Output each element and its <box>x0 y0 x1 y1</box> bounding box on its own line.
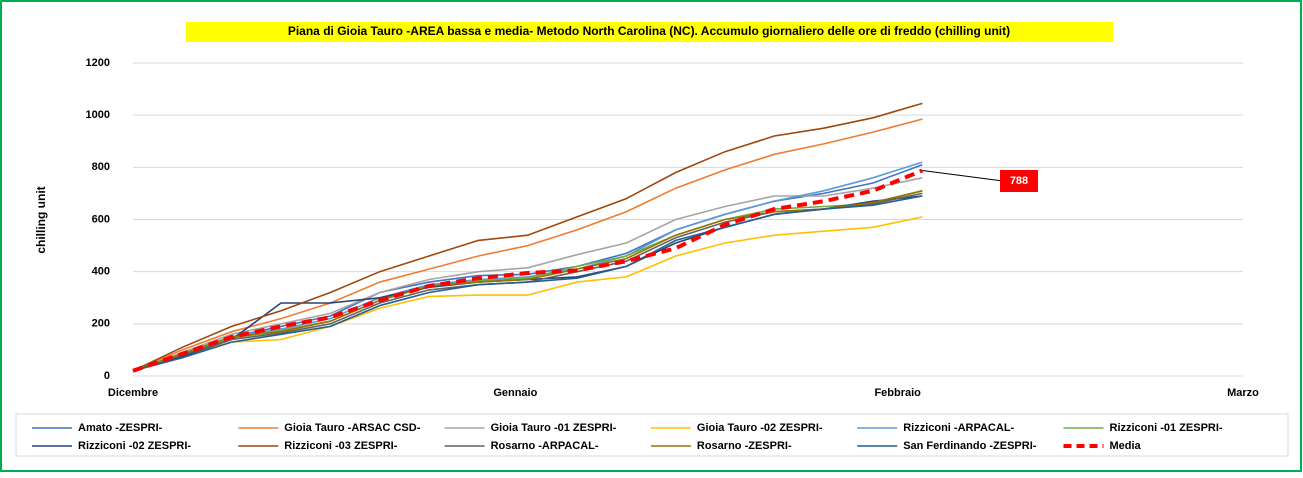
legend-label: Rizziconi -ARPACAL- <box>903 422 1014 434</box>
legend-label: Rizziconi -01 ZESPRI- <box>1110 422 1223 434</box>
series-line <box>132 216 923 372</box>
x-tick-label: Marzo <box>1227 387 1259 399</box>
series-line <box>132 168 924 373</box>
series-line <box>132 102 923 372</box>
title-box <box>186 22 1113 42</box>
legend-label: Rosarno -ZESPRI- <box>697 440 792 452</box>
y-tick-label: 400 <box>92 266 110 278</box>
legend-box <box>15 413 1289 457</box>
y-tick-label: 1000 <box>86 109 110 121</box>
legend-label: Media <box>1110 440 1142 452</box>
legend-label: Gioia Tauro -ARSAC CSD- <box>284 422 420 434</box>
legend-label: San Ferdinando -ZESPRI- <box>903 440 1037 452</box>
legend-label: Amato -ZESPRI- <box>78 422 163 434</box>
legend-label: Gioia Tauro -02 ZESPRI- <box>697 422 823 434</box>
series-line <box>132 118 923 372</box>
y-tick-label: 1200 <box>86 57 110 69</box>
legend-label: Rosarno -ARPACAL- <box>491 440 599 452</box>
legend-label: Rizziconi -02 ZESPRI- <box>78 440 191 452</box>
legend-label: Rizziconi -03 ZESPRI- <box>284 440 397 452</box>
label-leader <box>922 169 1004 182</box>
label-box <box>1000 170 1038 192</box>
y-tick-label: 200 <box>92 318 110 330</box>
x-tick-label: Dicembre <box>108 387 158 399</box>
series-line <box>132 195 923 372</box>
y-tick-label: 600 <box>92 213 110 225</box>
series-line <box>132 177 923 372</box>
y-tick-label: 800 <box>92 161 110 173</box>
legend-label: Gioia Tauro -01 ZESPRI- <box>491 422 617 434</box>
x-tick-label: Gennaio <box>493 387 537 399</box>
x-tick-label: Febbraio <box>874 387 921 399</box>
y-tick-label: 0 <box>104 370 110 382</box>
y-axis-label: chilling unit <box>34 186 48 253</box>
series-line <box>132 190 923 372</box>
chart-title: Piana di Gioia Tauro -AREA bassa e media… <box>288 24 1010 38</box>
data-label: 788 <box>1010 175 1028 187</box>
